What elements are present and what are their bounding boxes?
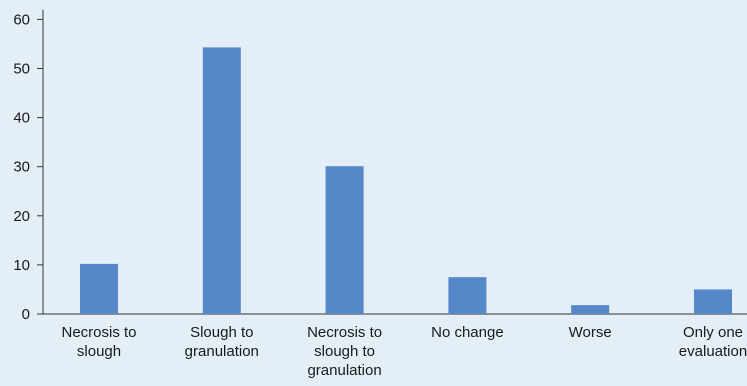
category-label-line: granulation <box>307 362 381 379</box>
y-tick-label: 10 <box>13 257 30 274</box>
category-label-line: Slough to <box>190 324 253 341</box>
category-label-line: slough to <box>314 343 375 360</box>
category-label-line: Necrosis to <box>307 324 382 341</box>
category-label-line: granulation <box>185 343 259 360</box>
y-tick-label: 20 <box>13 208 30 225</box>
category-label: Necrosis to slough to granulation <box>307 324 382 379</box>
bar <box>448 277 487 314</box>
category-label-line: slough <box>77 343 121 360</box>
category-label: Worse <box>569 324 612 341</box>
category-label-line: Necrosis to <box>61 324 136 341</box>
bar <box>202 47 241 315</box>
category-label-line: No change <box>431 324 504 341</box>
category-label: Necrosis to slough <box>61 324 136 360</box>
category-label: Slough to granulation <box>185 324 259 360</box>
bar <box>571 305 610 314</box>
y-tick-label: 60 <box>13 11 30 28</box>
category-label: Only one evaluation <box>679 324 747 360</box>
y-tick-label: 40 <box>13 110 30 127</box>
y-axis: 0 10 20 30 40 50 60 <box>13 9 44 323</box>
category-label: No change <box>431 324 504 341</box>
bar <box>325 166 364 314</box>
category-label-line: Worse <box>569 324 612 341</box>
bar <box>694 289 732 314</box>
y-tick-label: 0 <box>22 306 30 323</box>
category-label-line: Only one <box>683 324 743 341</box>
y-tick-label: 50 <box>13 61 30 78</box>
category-label-line: evaluation <box>679 343 747 360</box>
bars <box>80 47 732 315</box>
bar <box>80 263 118 314</box>
y-tick-label: 30 <box>13 159 30 176</box>
